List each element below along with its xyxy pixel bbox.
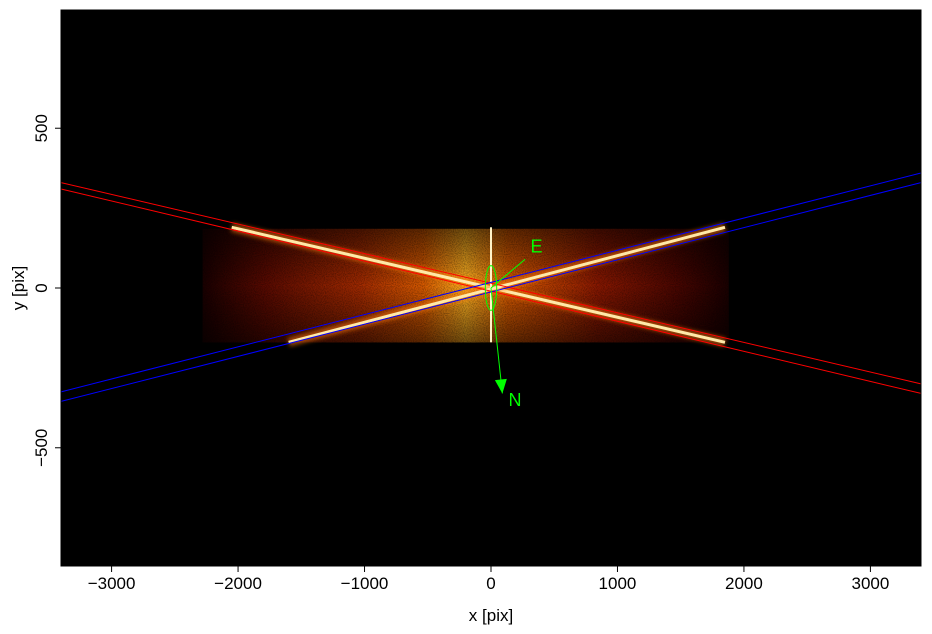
x-tick-label: 1000 xyxy=(599,574,637,593)
source-ellipse xyxy=(484,265,498,311)
compass-east-line xyxy=(490,258,526,289)
red-region-line-0 xyxy=(61,182,921,385)
compass-east-label: E xyxy=(531,236,543,256)
x-tick-label: 0 xyxy=(486,574,495,593)
y-axis-label: y [pix] xyxy=(9,266,28,310)
y-tick-label: 0 xyxy=(32,283,51,292)
trace-0 xyxy=(231,225,726,344)
x-tick-label: −2000 xyxy=(214,574,262,593)
compass-north-arrowhead xyxy=(494,378,507,394)
x-axis-label: x [pix] xyxy=(469,606,513,625)
x-tick-label: −1000 xyxy=(341,574,389,593)
spectral-traces xyxy=(230,222,727,347)
x-tick-label: 3000 xyxy=(851,574,889,593)
plot-area: EN xyxy=(61,172,921,410)
compass: EN xyxy=(484,236,543,410)
x-tick-label: −3000 xyxy=(88,574,136,593)
y-axis: −500 0 500 xyxy=(32,114,61,467)
compass-north-label: N xyxy=(509,390,522,410)
x-tick-label: 2000 xyxy=(725,574,763,593)
y-tick-label: 500 xyxy=(32,114,51,142)
blue-region-line-0 xyxy=(61,172,921,393)
compass-north-line xyxy=(490,287,503,394)
y-tick-label: −500 xyxy=(32,429,51,467)
x-axis: −3000 −2000 −1000 0 1000 2000 3000 xyxy=(88,566,889,593)
trace-1 xyxy=(288,225,726,344)
